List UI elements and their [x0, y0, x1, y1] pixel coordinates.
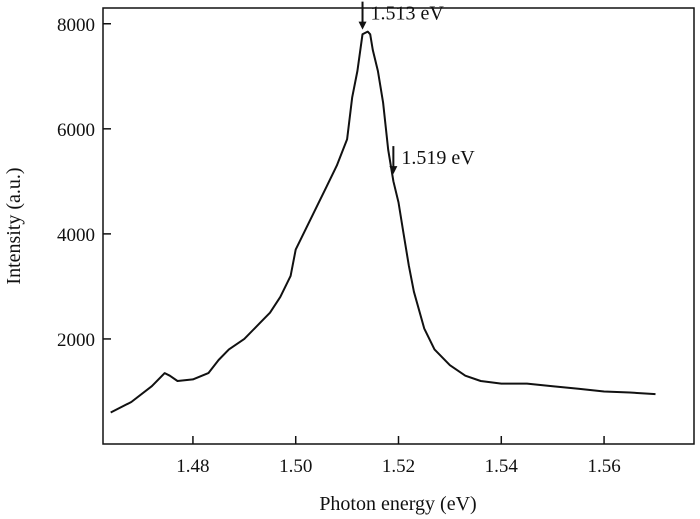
y-tick-label: 6000	[57, 120, 95, 141]
y-axis-label: Intensity (a.u.)	[3, 167, 25, 284]
x-tick-label: 1.56	[587, 456, 620, 477]
x-axis-label: Photon energy (eV)	[319, 493, 476, 515]
x-tick-label: 1.50	[279, 456, 312, 477]
x-tick-label: 1.52	[382, 456, 415, 477]
y-tick-label: 8000	[57, 15, 95, 36]
y-tick-label: 2000	[57, 330, 95, 351]
y-axis-ticks: 2000 4000 6000 8000	[57, 15, 111, 351]
annotation-arrowhead	[389, 166, 398, 175]
peak-annotations: 1.513 eV 1.519 eV	[358, 1, 475, 175]
x-tick-label: 1.48	[176, 456, 209, 477]
annotation-arrowhead	[358, 21, 367, 30]
series-line	[110, 30, 656, 414]
x-tick-label: 1.54	[485, 456, 519, 477]
x-axis-ticks: 1.48 1.50 1.52 1.54 1.56	[176, 436, 621, 477]
annotation-label: 1.519 eV	[401, 147, 475, 169]
y-tick-label: 4000	[57, 225, 95, 246]
annotation-label: 1.513 eV	[371, 3, 445, 25]
